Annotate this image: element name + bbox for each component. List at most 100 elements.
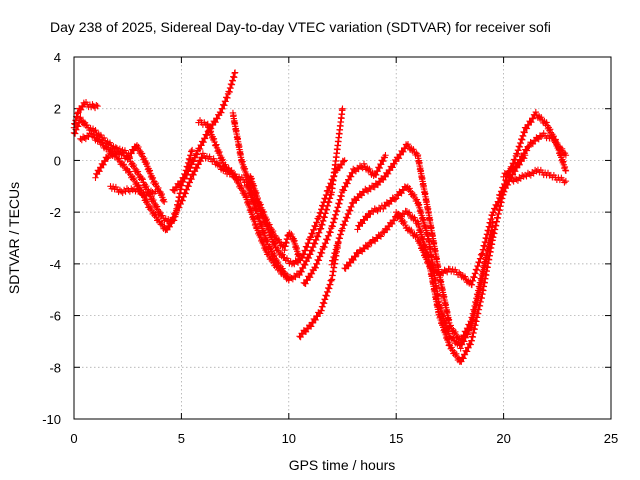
data-point — [158, 190, 165, 198]
data-point — [306, 274, 314, 281]
data-point — [93, 102, 100, 109]
data-point — [216, 148, 223, 156]
data-point — [341, 221, 348, 229]
data-point — [449, 334, 457, 341]
data-point — [461, 338, 468, 345]
data-point — [344, 180, 351, 187]
data-point — [314, 233, 322, 240]
data-point — [462, 334, 469, 342]
data-point — [372, 171, 380, 179]
series-sat-d — [92, 142, 168, 205]
data-point — [315, 257, 323, 264]
data-point — [188, 175, 195, 183]
data-point — [259, 238, 267, 245]
data-point — [360, 160, 368, 167]
data-point — [404, 140, 412, 148]
data-point — [340, 187, 348, 194]
data-point — [456, 269, 463, 276]
data-point — [149, 188, 156, 196]
data-point — [126, 188, 134, 195]
data-point — [374, 168, 381, 175]
data-point — [138, 174, 146, 182]
data-point — [377, 161, 385, 168]
data-point — [331, 172, 338, 180]
x-axis-label: GPS time / hours — [289, 457, 396, 473]
data-point — [382, 173, 389, 181]
data-point — [416, 238, 424, 246]
data-point — [100, 161, 107, 169]
data-point — [231, 69, 239, 76]
data-point — [152, 179, 160, 187]
data-point — [523, 147, 531, 154]
data-point — [191, 168, 199, 175]
data-point — [458, 341, 466, 348]
data-point — [219, 156, 226, 163]
data-point — [380, 157, 387, 165]
data-point — [198, 142, 205, 149]
data-point — [147, 204, 155, 211]
data-point — [396, 212, 403, 219]
data-point — [359, 220, 366, 227]
data-point — [307, 234, 315, 241]
data-point — [147, 187, 155, 194]
data-point — [256, 231, 264, 238]
data-point — [232, 173, 239, 180]
data-point — [347, 207, 354, 214]
data-point — [159, 197, 167, 204]
data-point — [413, 196, 420, 203]
data-point — [543, 119, 550, 126]
data-point — [269, 227, 277, 235]
data-point — [100, 134, 108, 142]
data-point — [308, 247, 316, 255]
data-point — [562, 152, 570, 159]
data-point — [219, 105, 226, 113]
data-point — [381, 172, 388, 180]
data-point — [190, 171, 197, 179]
data-point — [561, 179, 568, 186]
data-point — [238, 183, 245, 191]
data-point — [401, 218, 408, 226]
data-point — [143, 197, 151, 205]
data-point — [262, 245, 270, 253]
y-tick-label: -6 — [49, 309, 61, 324]
data-point — [312, 316, 319, 324]
data-point — [305, 240, 312, 247]
data-point — [106, 139, 114, 146]
data-point — [187, 165, 194, 172]
series-sat-b — [70, 99, 101, 131]
data-point — [94, 102, 101, 110]
data-point — [515, 160, 523, 167]
data-point — [155, 184, 162, 192]
data-point — [352, 253, 359, 261]
data-point — [350, 256, 357, 264]
data-point — [196, 145, 204, 153]
data-point — [316, 229, 323, 237]
data-point — [176, 181, 183, 189]
data-point — [422, 253, 430, 260]
data-point — [302, 247, 309, 254]
data-point — [562, 177, 570, 185]
data-point — [434, 268, 442, 275]
data-point — [405, 209, 413, 216]
series-sat-n — [354, 183, 497, 352]
data-point — [304, 277, 311, 284]
data-point — [204, 120, 211, 128]
data-point — [275, 236, 282, 243]
data-point — [408, 226, 415, 234]
data-point — [234, 177, 242, 184]
data-point — [222, 98, 229, 105]
data-point — [316, 253, 324, 260]
data-point — [354, 226, 361, 233]
data-point — [309, 319, 317, 327]
x-tick-label: 25 — [604, 431, 618, 446]
data-point — [195, 161, 202, 168]
data-point — [444, 268, 451, 276]
data-point — [150, 196, 157, 204]
data-point — [457, 345, 464, 352]
data-point — [411, 214, 418, 221]
data-point — [314, 313, 321, 320]
series-sat-r — [508, 166, 570, 186]
data-point — [382, 152, 389, 159]
data-point — [201, 135, 209, 142]
